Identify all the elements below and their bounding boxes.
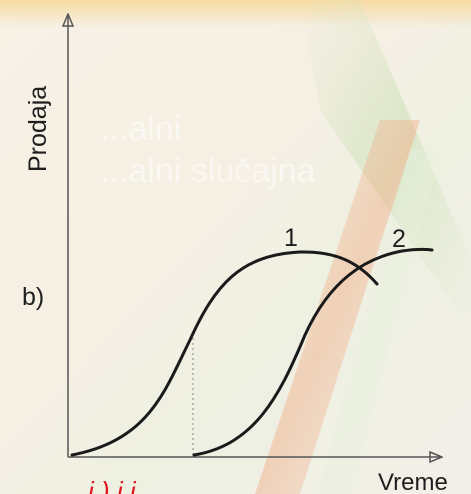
- background-streak-light: [318, 150, 440, 494]
- y-axis-label: Prodaja: [24, 86, 52, 172]
- ghost-text-line2: ...alni slučajna: [100, 152, 316, 190]
- ghost-text-line1: ...alni: [100, 110, 181, 148]
- background-streak-peach: [255, 120, 420, 494]
- bottom-red-fragment: i ) i i: [88, 476, 137, 494]
- curve-1-label: 1: [284, 224, 298, 252]
- panel-label: b): [22, 283, 44, 311]
- x-axis-label: Vreme: [378, 469, 448, 494]
- background-top-band: [0, 0, 471, 28]
- curve-1: [70, 250, 379, 457]
- curve-2-label: 2: [392, 225, 406, 253]
- curve-2: [192, 247, 434, 457]
